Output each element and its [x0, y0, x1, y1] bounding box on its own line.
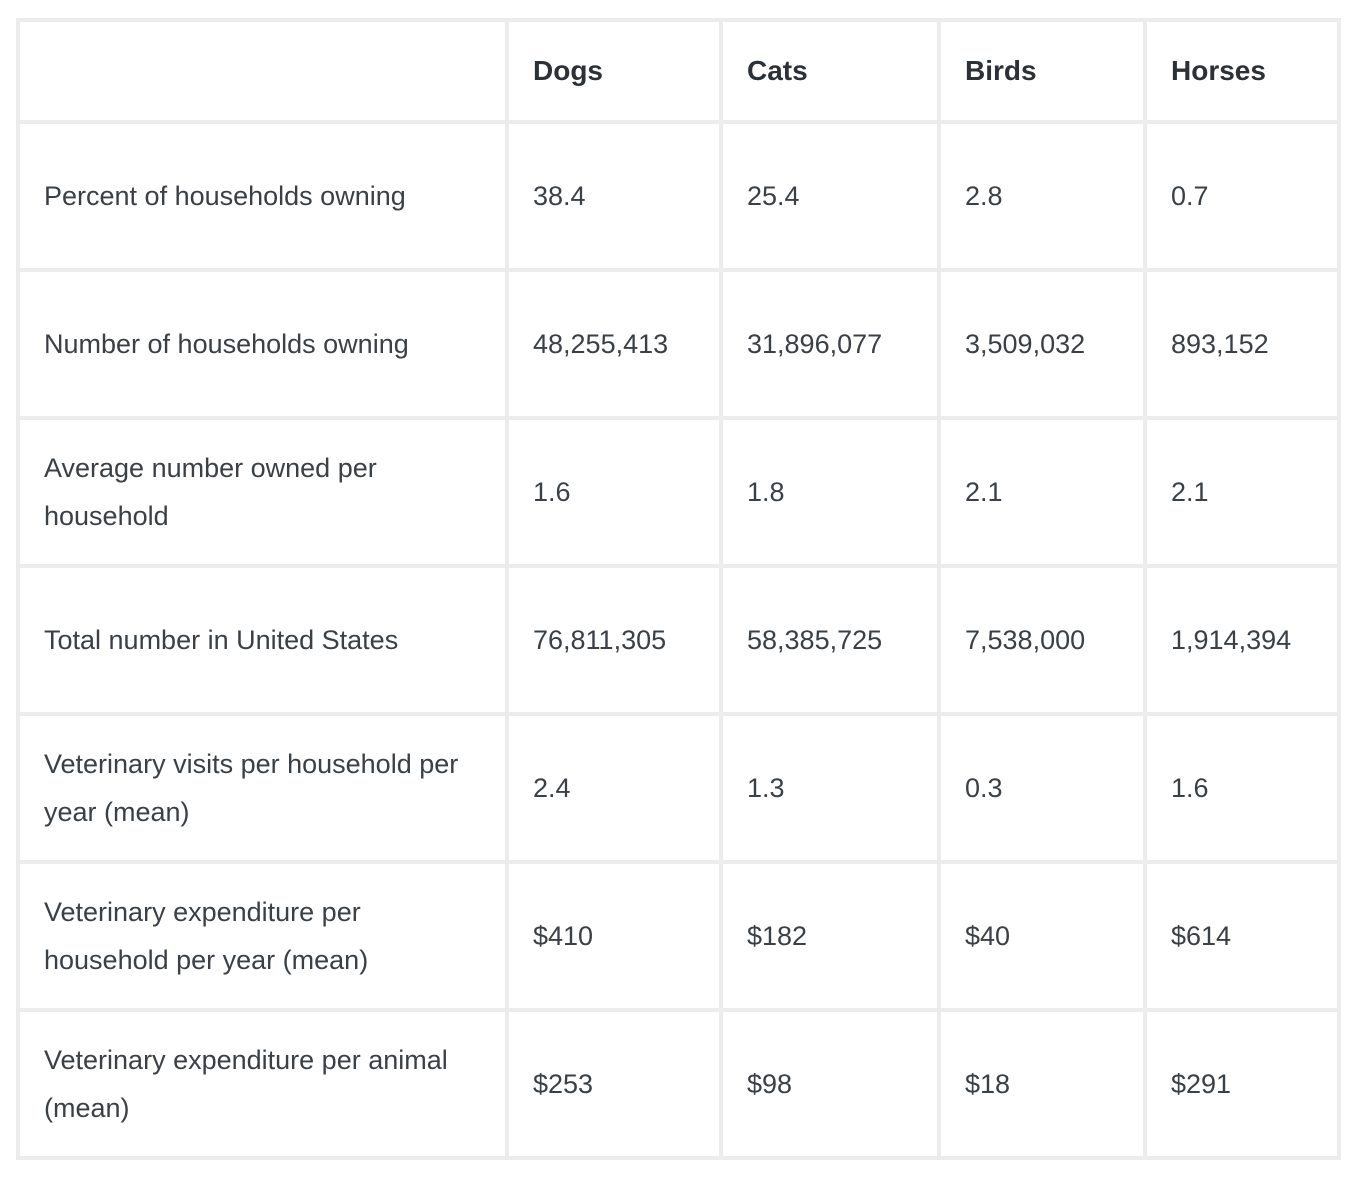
row-label: Veterinary visits per household per year…	[16, 712, 509, 864]
cell-value: $18	[937, 1008, 1147, 1160]
row-label: Number of households owning	[16, 268, 509, 420]
cell-value: 7,538,000	[937, 564, 1147, 716]
cell-value: 31,896,077	[719, 268, 941, 420]
cell-value: 2.1	[1143, 416, 1341, 568]
table-row: Percent of households owning 38.4 25.4 2…	[16, 120, 1341, 272]
row-label: Average number owned per household	[16, 416, 509, 568]
cell-value: 2.8	[937, 120, 1147, 272]
cell-value: 0.7	[1143, 120, 1341, 272]
page: Dogs Cats Birds Horses Percent of househ…	[0, 18, 1352, 1198]
cell-value: 38.4	[505, 120, 723, 272]
cell-value: $410	[505, 860, 723, 1012]
cell-value: $291	[1143, 1008, 1341, 1160]
table-row: Veterinary expenditure per household per…	[16, 860, 1341, 1012]
row-label: Veterinary expenditure per household per…	[16, 860, 509, 1012]
cell-value: $98	[719, 1008, 941, 1160]
cell-value: 3,509,032	[937, 268, 1147, 420]
row-label: Veterinary expenditure per animal (mean)	[16, 1008, 509, 1160]
pet-statistics-table: Dogs Cats Birds Horses Percent of househ…	[16, 18, 1341, 1160]
row-label: Percent of households owning	[16, 120, 509, 272]
table-row: Veterinary expenditure per animal (mean)…	[16, 1008, 1341, 1160]
column-header-dogs: Dogs	[505, 18, 723, 124]
cell-value: 48,255,413	[505, 268, 723, 420]
cell-value: 1,914,394	[1143, 564, 1341, 716]
cell-value: 25.4	[719, 120, 941, 272]
cell-value: 1.6	[1143, 712, 1341, 864]
table-row: Veterinary visits per household per year…	[16, 712, 1341, 864]
cell-value: $40	[937, 860, 1147, 1012]
column-header-horses: Horses	[1143, 18, 1341, 124]
header-row: Dogs Cats Birds Horses	[16, 18, 1341, 124]
cell-value: $182	[719, 860, 941, 1012]
cell-value: 0.3	[937, 712, 1147, 864]
cell-value: 2.4	[505, 712, 723, 864]
cell-value: $253	[505, 1008, 723, 1160]
cell-value: 76,811,305	[505, 564, 723, 716]
column-header-birds: Birds	[937, 18, 1147, 124]
cell-value: 893,152	[1143, 268, 1341, 420]
cell-value: 1.3	[719, 712, 941, 864]
cell-value: $614	[1143, 860, 1341, 1012]
table-row: Average number owned per household 1.6 1…	[16, 416, 1341, 568]
table-row: Number of households owning 48,255,413 3…	[16, 268, 1341, 420]
cell-value: 1.8	[719, 416, 941, 568]
column-header-blank	[16, 18, 509, 124]
table-row: Total number in United States 76,811,305…	[16, 564, 1341, 716]
column-header-cats: Cats	[719, 18, 941, 124]
cell-value: 1.6	[505, 416, 723, 568]
row-label: Total number in United States	[16, 564, 509, 716]
cell-value: 58,385,725	[719, 564, 941, 716]
cell-value: 2.1	[937, 416, 1147, 568]
